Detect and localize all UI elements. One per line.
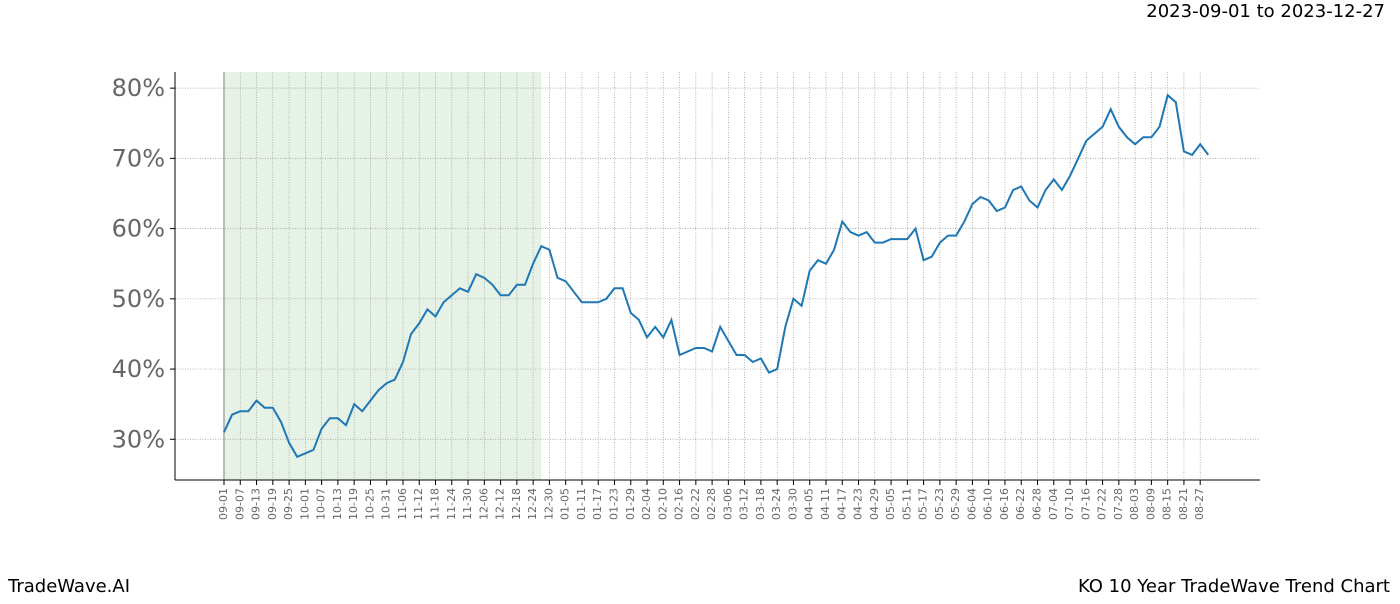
x-tick-label: 02-28 [705, 488, 718, 520]
x-tick-label: 06-04 [965, 488, 978, 520]
x-tick-label: 09-19 [266, 488, 279, 520]
x-tick-label: 07-04 [1047, 488, 1060, 520]
x-tick-label: 01-05 [559, 488, 572, 520]
x-tick-label: 06-16 [998, 488, 1011, 520]
x-tick-label: 01-11 [575, 488, 588, 520]
x-tick-label: 06-10 [982, 488, 995, 520]
x-tick-label: 11-06 [396, 488, 409, 520]
x-tick-label: 04-11 [819, 488, 832, 520]
x-tick-label: 12-30 [542, 488, 555, 520]
x-tick-label: 08-09 [1144, 488, 1157, 520]
x-tick-label: 10-13 [331, 488, 344, 520]
x-tick-label: 10-31 [380, 488, 393, 520]
x-tick-label: 07-16 [1079, 488, 1092, 520]
x-tick-label: 10-01 [298, 488, 311, 520]
x-tick-label: 01-17 [591, 488, 604, 520]
x-tick-label: 10-19 [347, 488, 360, 520]
y-tick-label: 40% [112, 355, 165, 383]
x-tick-label: 04-05 [803, 488, 816, 520]
trend-line [223, 93, 1210, 459]
y-tick-label: 80% [112, 74, 165, 102]
x-tick-label: 03-30 [786, 488, 799, 520]
x-tick-label: 04-23 [852, 488, 865, 520]
x-tick-label: 12-18 [510, 488, 523, 520]
x-tick-label: 07-22 [1096, 488, 1109, 520]
x-tick-label: 01-23 [607, 488, 620, 520]
x-tick-label: 01-29 [624, 488, 637, 520]
x-tick-label: 02-22 [689, 488, 702, 520]
x-tick-label: 11-18 [429, 488, 442, 520]
x-tick-label: 05-11 [900, 488, 913, 520]
x-tick-label: 11-12 [412, 488, 425, 520]
x-tick-label: 05-29 [949, 488, 962, 520]
x-tick-label: 08-03 [1128, 488, 1141, 520]
y-tick-label: 50% [112, 285, 165, 313]
x-tick-label: 07-10 [1063, 488, 1076, 520]
x-tick-label: 10-07 [315, 488, 328, 520]
date-range: 2023-09-01 to 2023-12-27 [1146, 1, 1385, 22]
x-tick-label: 04-17 [835, 488, 848, 520]
x-tick-label: 03-18 [754, 488, 767, 520]
highlight-band [224, 72, 542, 480]
x-tick-label: 08-15 [1161, 488, 1174, 520]
x-tick-label: 02-16 [673, 488, 686, 520]
x-tick-label: 08-21 [1177, 488, 1190, 520]
x-tick-label: 12-12 [494, 488, 507, 520]
x-tick-label: 08-27 [1193, 488, 1206, 520]
x-tick-label: 05-17 [917, 488, 930, 520]
x-tick-label: 09-25 [282, 488, 295, 520]
x-tick-label: 11-30 [461, 488, 474, 520]
x-tick-label: 03-24 [770, 488, 783, 520]
x-tick-label: 10-25 [363, 488, 376, 520]
x-tick-label: 12-06 [477, 488, 490, 520]
x-tick-label: 09-13 [250, 488, 263, 520]
y-tick-label: 70% [112, 144, 165, 172]
x-tick-label: 05-23 [933, 488, 946, 520]
x-tick-label: 12-24 [526, 488, 539, 520]
x-tick-label: 03-06 [721, 488, 734, 520]
y-tick-label: 60% [112, 215, 165, 243]
x-tick-label: 02-04 [640, 488, 653, 520]
x-tick-label: 09-07 [233, 488, 246, 520]
y-tick-label: 30% [112, 425, 165, 453]
x-tick-label: 04-29 [868, 488, 881, 520]
x-tick-label: 02-10 [656, 488, 669, 520]
x-tick-label: 05-05 [884, 488, 897, 520]
brand: TradeWave.AI [7, 576, 130, 597]
x-tick-label: 07-28 [1112, 488, 1125, 520]
chart-title: KO 10 Year TradeWave Trend Chart [1078, 576, 1390, 597]
x-tick-label: 06-28 [1031, 488, 1044, 520]
x-tick-label: 06-22 [1014, 488, 1027, 520]
x-tick-label: 09-01 [217, 488, 230, 520]
x-tick-label: 11-24 [445, 488, 458, 520]
x-tick-label: 03-12 [738, 488, 751, 520]
